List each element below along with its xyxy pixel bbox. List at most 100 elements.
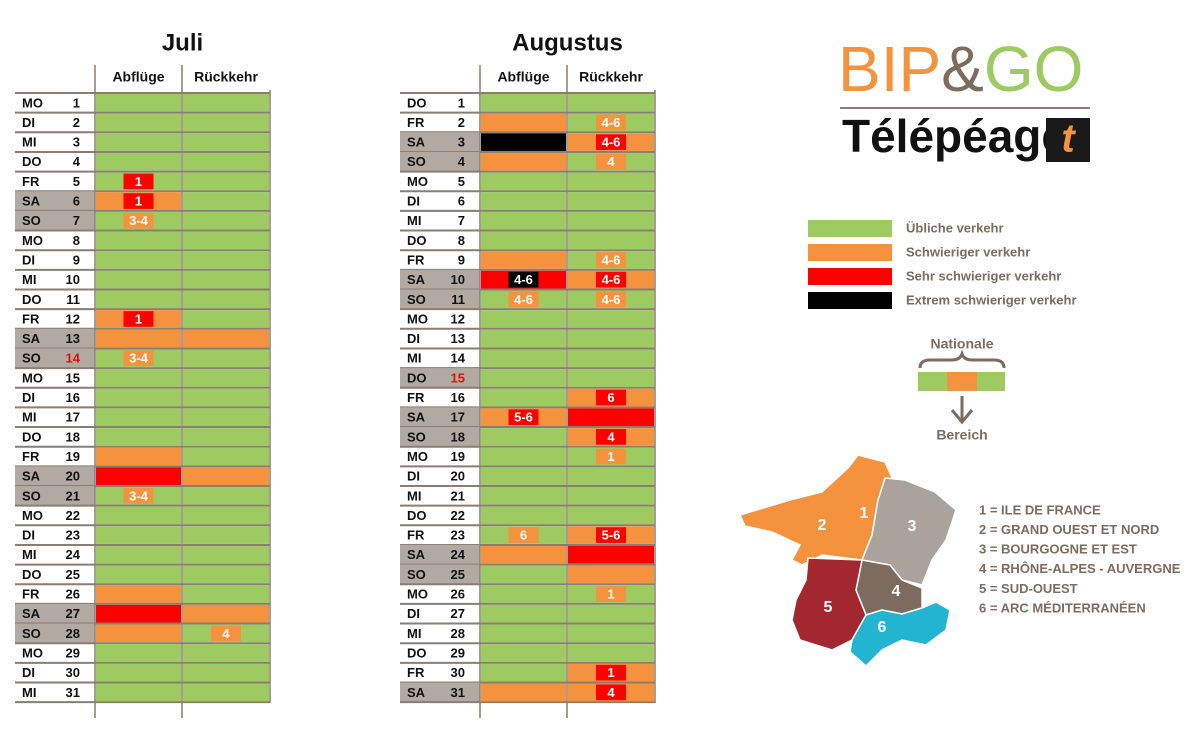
weekday: MO <box>22 233 43 248</box>
traffic-cell <box>568 231 654 250</box>
diagram-top: Nationale <box>930 336 993 352</box>
day: 23 <box>451 528 465 543</box>
traffic-cell <box>481 545 566 564</box>
traffic-cell <box>96 545 181 564</box>
day: 10 <box>66 272 80 287</box>
weekday: MO <box>22 95 43 110</box>
weekday: MO <box>407 587 428 602</box>
weekday: MI <box>22 135 36 150</box>
weekday: FR <box>22 449 40 464</box>
weekday: MI <box>22 547 36 562</box>
day: 11 <box>66 292 80 307</box>
badge-label: 1 <box>607 449 614 464</box>
day: 9 <box>73 252 80 267</box>
weekday: DI <box>407 331 420 346</box>
weekday: SA <box>407 272 426 287</box>
weekday: DI <box>22 528 35 543</box>
traffic-cell <box>96 388 181 407</box>
traffic-cell <box>183 644 269 662</box>
day: 30 <box>66 665 80 680</box>
day: 22 <box>451 508 465 523</box>
weekday: DO <box>407 370 427 385</box>
diagram-bottom: Bereich <box>936 427 987 443</box>
region-name: 5 = SUD-OUEST <box>979 581 1078 596</box>
badge <box>123 350 154 367</box>
column-header: Rückkehr <box>194 69 258 85</box>
traffic-cell <box>96 251 181 269</box>
traffic-cell <box>481 310 566 328</box>
weekday: DI <box>407 194 420 209</box>
shaded-label <box>400 368 480 388</box>
day: 5 <box>73 174 80 189</box>
traffic-cell <box>481 94 566 112</box>
weekday: DI <box>22 252 35 267</box>
map-region <box>791 557 867 651</box>
weekday: MO <box>407 174 428 189</box>
shaded-label <box>400 544 480 565</box>
column-header: Abflüge <box>112 69 164 85</box>
weekday: MI <box>407 626 421 641</box>
weekday: SA <box>407 547 426 562</box>
weekday: MI <box>407 488 421 503</box>
traffic-cell <box>183 565 269 584</box>
traffic-cell <box>96 624 181 643</box>
diagram-bar <box>947 372 977 391</box>
map: 1 1 = ILE DE FRANCE 2 2 = GRAND OUEST ET NO… <box>738 454 1181 668</box>
day: 27 <box>451 606 465 621</box>
badge-label: 3-4 <box>129 351 149 366</box>
day: 25 <box>66 567 80 582</box>
day: 19 <box>451 449 465 464</box>
traffic-cell <box>568 369 654 387</box>
traffic-cell <box>96 270 181 289</box>
weekday: FR <box>407 252 425 267</box>
day: 4 <box>458 154 466 169</box>
traffic-cell <box>96 408 181 427</box>
weekday: FR <box>407 665 425 680</box>
badge <box>211 625 241 642</box>
legend-label: Schwieriger verkehr <box>906 244 1030 259</box>
day: 13 <box>451 331 465 346</box>
day: 17 <box>66 410 80 425</box>
weekday: SA <box>407 685 426 700</box>
weekday: SO <box>22 351 41 366</box>
traffic-cell <box>183 506 269 525</box>
legend-swatch <box>808 268 892 285</box>
logo-subtitle: Télépéage <box>842 110 1067 162</box>
legend-label: Sehr schwieriger verkehr <box>906 268 1061 283</box>
traffic-cell <box>96 644 181 662</box>
day: 10 <box>451 272 465 287</box>
traffic-cell <box>481 211 566 230</box>
weekday: DO <box>407 508 427 523</box>
day: 28 <box>66 626 80 641</box>
traffic-cell <box>183 428 269 446</box>
day: 3 <box>73 135 80 150</box>
day: 19 <box>66 449 80 464</box>
weekday: DI <box>22 390 35 405</box>
weekday: MI <box>22 685 36 700</box>
badge <box>123 311 154 327</box>
day: 8 <box>458 233 465 248</box>
traffic-cell <box>96 683 181 702</box>
traffic-cell <box>568 310 654 328</box>
day: 18 <box>66 429 80 444</box>
badge-label: 4-6 <box>602 292 621 307</box>
logo-part: GO <box>984 33 1084 105</box>
weekday: FR <box>22 174 40 189</box>
badge-label: 5-6 <box>602 528 621 543</box>
badge-label: 4 <box>607 429 615 444</box>
weekday: SA <box>22 194 41 209</box>
shaded-label <box>400 132 480 152</box>
traffic-cell <box>481 388 566 407</box>
badge <box>123 173 154 190</box>
traffic-cell <box>183 545 269 564</box>
badge <box>596 252 626 268</box>
day: 26 <box>451 587 465 602</box>
badge-label: 6 <box>520 528 527 543</box>
traffic-cell <box>96 428 181 446</box>
traffic-cell <box>183 349 269 368</box>
badge-label: 4-6 <box>514 292 533 307</box>
day: 7 <box>458 213 465 228</box>
shaded-label <box>15 328 95 349</box>
weekday: DO <box>22 429 42 444</box>
